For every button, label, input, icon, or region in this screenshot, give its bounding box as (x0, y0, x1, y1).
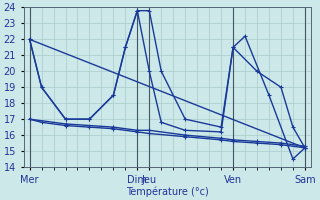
X-axis label: Température (°c): Température (°c) (126, 186, 209, 197)
